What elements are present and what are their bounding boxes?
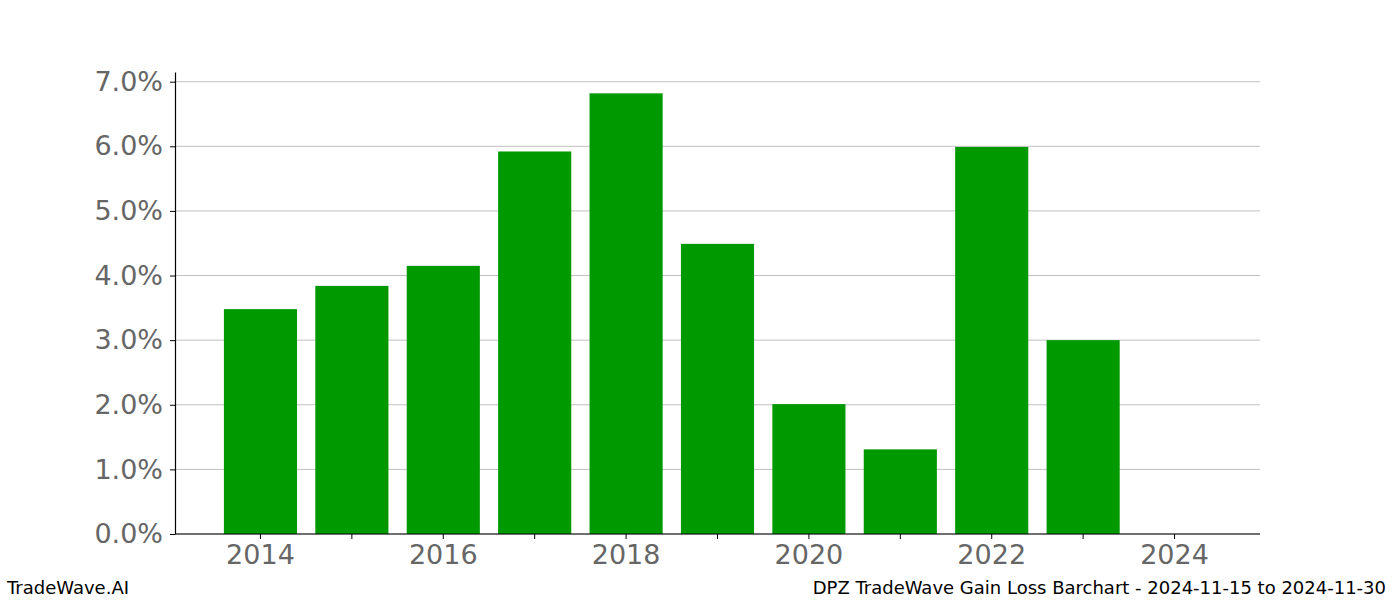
x-tick-label: 2014 (226, 539, 295, 570)
y-tick-mark (170, 405, 175, 406)
y-axis: 0.0% 1.0% 2.0% 3.0% 4.0% 5.0% 6.0% 7.0% (94, 66, 175, 549)
y-tick: 6.0% (94, 130, 175, 161)
watermark: TradeWave.AI (6, 577, 129, 598)
x-tick-mark (534, 534, 535, 539)
y-tick-label: 5.0% (94, 195, 163, 226)
y-tick-label: 4.0% (94, 260, 163, 291)
bars (224, 93, 1120, 534)
x-tick: 2016 (409, 534, 478, 570)
y-tick: 2.0% (94, 389, 175, 420)
x-tick: 2022 (957, 534, 1026, 570)
grid-line (175, 81, 1260, 82)
x-tick (717, 534, 718, 539)
bar (955, 147, 1028, 534)
y-tick-label: 2.0% (94, 389, 163, 420)
y-tick: 3.0% (94, 324, 175, 355)
x-tick (351, 534, 352, 539)
bar (590, 93, 663, 534)
y-tick-label: 7.0% (94, 66, 163, 97)
x-tick-label: 2020 (775, 539, 844, 570)
x-tick-mark (717, 534, 718, 539)
x-tick-mark (900, 534, 901, 539)
x-tick-mark (1083, 534, 1084, 539)
y-tick-mark (170, 211, 175, 212)
title: DPZ TradeWave Gain Loss Barchart - 2024-… (813, 577, 1386, 598)
x-tick-label: 2018 (592, 539, 661, 570)
x-tick: 2018 (592, 534, 661, 570)
grid-line (175, 210, 1260, 211)
bar (407, 266, 480, 534)
bar (772, 404, 845, 534)
y-tick-mark (170, 469, 175, 470)
grid-line (175, 146, 1260, 147)
x-tick-mark (351, 534, 352, 539)
y-tick-label: 1.0% (94, 454, 163, 485)
y-tick: 4.0% (94, 260, 175, 291)
y-tick-label: 0.0% (94, 518, 163, 549)
y-tick-label: 3.0% (94, 324, 163, 355)
chart: 0.0% 1.0% 2.0% 3.0% 4.0% 5.0% 6.0% 7.0% 2014 2016… (0, 0, 1400, 600)
y-tick-mark (170, 276, 175, 277)
x-tick-label: 2024 (1140, 539, 1209, 570)
y-tick-mark (170, 340, 175, 341)
x-tick: 2014 (226, 534, 295, 570)
y-tick: 1.0% (94, 454, 175, 485)
bar (224, 309, 297, 534)
y-tick: 7.0% (94, 66, 175, 97)
grid (175, 82, 1260, 534)
x-tick: 2020 (775, 534, 844, 570)
x-axis: 2014 2016 2018 2020 2022 2024 (175, 534, 1260, 570)
x-tick: 2024 (1140, 534, 1209, 570)
x-tick-label: 2022 (957, 539, 1026, 570)
bar (681, 244, 754, 534)
x-tick (900, 534, 901, 539)
y-tick-mark (170, 534, 175, 535)
x-tick (1083, 534, 1084, 539)
y-tick-label: 6.0% (94, 130, 163, 161)
y-tick: 5.0% (94, 195, 175, 226)
bar (315, 286, 388, 534)
bar (864, 449, 937, 534)
y-axis-line (175, 73, 176, 535)
x-tick-label: 2016 (409, 539, 478, 570)
x-tick (534, 534, 535, 539)
y-tick: 0.0% (94, 518, 175, 549)
bar (498, 151, 571, 534)
bar (1047, 340, 1120, 534)
y-tick-mark (170, 82, 175, 83)
y-tick-mark (170, 146, 175, 147)
